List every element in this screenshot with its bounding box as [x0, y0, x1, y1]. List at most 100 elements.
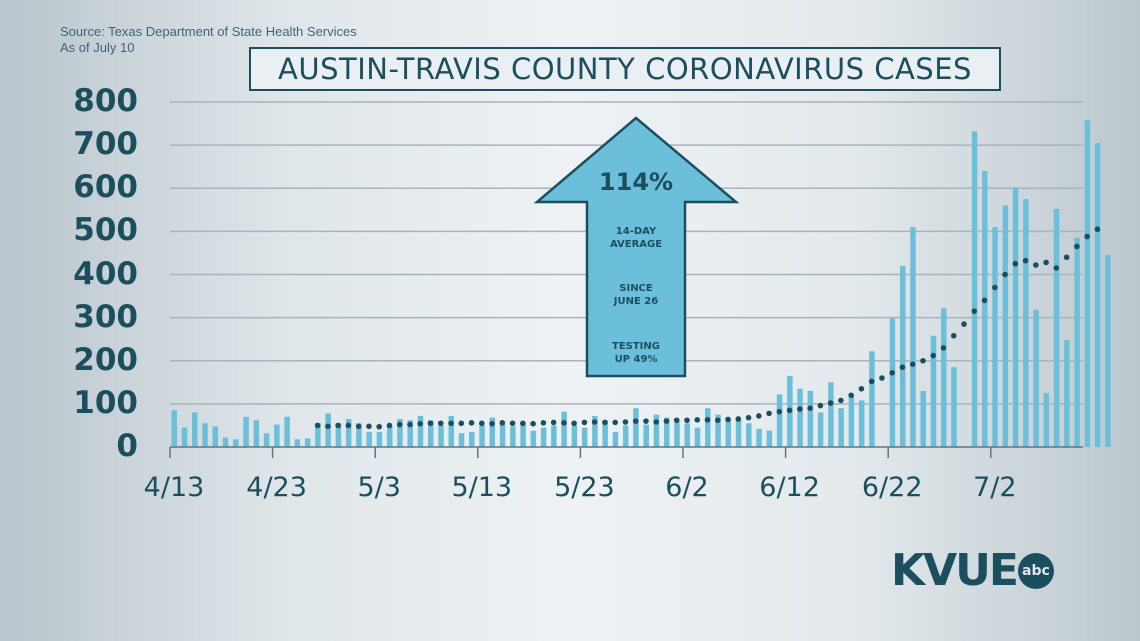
average-dot [571, 420, 577, 427]
bar [858, 400, 865, 447]
average-dot [694, 417, 701, 423]
abc-badge-icon: abc [1017, 552, 1054, 589]
average-dot [848, 392, 854, 399]
chart-title-box: AUSTIN-TRAVIS COUNTY CORONAVIRUS CASES [249, 47, 1001, 91]
y-tick-label: 100 [73, 384, 138, 421]
bar [889, 318, 896, 447]
x-tick-label: 4/23 [246, 472, 307, 503]
bar [222, 437, 229, 447]
average-dot [673, 417, 680, 424]
average-dot [663, 418, 670, 424]
average-dot [1074, 243, 1080, 250]
bar [869, 351, 875, 447]
bar [602, 420, 608, 447]
average-dot [550, 419, 557, 426]
bar [653, 414, 660, 447]
average-dot [1033, 262, 1039, 268]
x-tick-label: 5/3 [357, 472, 401, 503]
bar [520, 424, 526, 447]
average-dot [489, 420, 495, 427]
average-dot [386, 422, 393, 429]
average-dot [458, 420, 465, 427]
average-dot [530, 420, 536, 427]
x-tick-label: 4/13 [143, 472, 205, 503]
bar [735, 420, 742, 447]
average-dot [899, 364, 906, 371]
average-dot [1012, 260, 1019, 267]
average-dot [355, 423, 362, 430]
average-dot [520, 420, 526, 427]
bar [899, 265, 906, 447]
bar [581, 427, 588, 447]
as-of-date: As of July 10 [60, 40, 135, 55]
average-dot [1022, 257, 1029, 264]
y-tick-label: 400 [73, 255, 138, 292]
callout-line2a: SINCE [619, 283, 653, 294]
average-dot [766, 410, 772, 417]
bar [263, 433, 270, 447]
average-dot [930, 352, 937, 359]
source-note: Source: Texas Department of State Health… [60, 24, 357, 56]
average-dot [345, 422, 352, 429]
average-dot [602, 419, 608, 426]
y-tick-label: 0 [116, 428, 138, 464]
bar [941, 308, 947, 447]
bar [479, 425, 485, 447]
bar [930, 335, 937, 447]
bar [397, 418, 403, 447]
callout-line2b: JUNE 26 [613, 296, 659, 307]
average-dot [314, 422, 321, 429]
bar [356, 423, 362, 447]
average-dot [981, 297, 988, 304]
average-dot [704, 417, 711, 423]
average-dot [961, 321, 967, 327]
bar [469, 431, 475, 447]
average-dot [622, 419, 629, 425]
bar [776, 394, 783, 447]
bar [571, 425, 578, 447]
bar [345, 418, 352, 447]
bar [807, 390, 814, 447]
y-tick-label: 500 [73, 212, 138, 249]
x-tick-label: 5/13 [451, 472, 513, 503]
average-dot [509, 420, 516, 427]
bar [951, 367, 957, 447]
average-dot [950, 332, 957, 339]
bar [304, 438, 311, 447]
bar [417, 415, 424, 447]
bar [294, 439, 301, 447]
average-dot [499, 420, 506, 426]
bar [766, 430, 773, 447]
bar [1094, 142, 1101, 447]
bar [561, 411, 567, 447]
average-dot [335, 422, 341, 429]
bar [551, 425, 557, 447]
y-tick-label: 200 [73, 341, 138, 378]
y-tick-label: 300 [73, 298, 138, 335]
average-dot [714, 417, 721, 424]
source-text: Source: Texas Department of State Health… [60, 24, 357, 39]
bar [202, 423, 208, 447]
average-dot [325, 423, 331, 430]
bar [335, 423, 342, 447]
average-dot [591, 419, 598, 425]
callout-percent: 114% [598, 168, 674, 196]
bar [489, 417, 496, 447]
bar [233, 439, 239, 447]
bar [171, 410, 177, 447]
bar [1012, 187, 1019, 447]
average-dot [561, 420, 567, 426]
bar [1074, 237, 1080, 447]
average-dot [807, 405, 813, 411]
bar [674, 421, 680, 447]
bar [366, 431, 372, 447]
average-dot [427, 420, 434, 427]
average-dot [1043, 259, 1049, 266]
average-dot [376, 423, 383, 430]
bar [1053, 208, 1060, 447]
average-dot [448, 420, 454, 427]
average-dot [632, 418, 639, 424]
bar [407, 420, 413, 447]
bar [848, 394, 855, 447]
callout-line3a: TESTING [612, 341, 660, 352]
